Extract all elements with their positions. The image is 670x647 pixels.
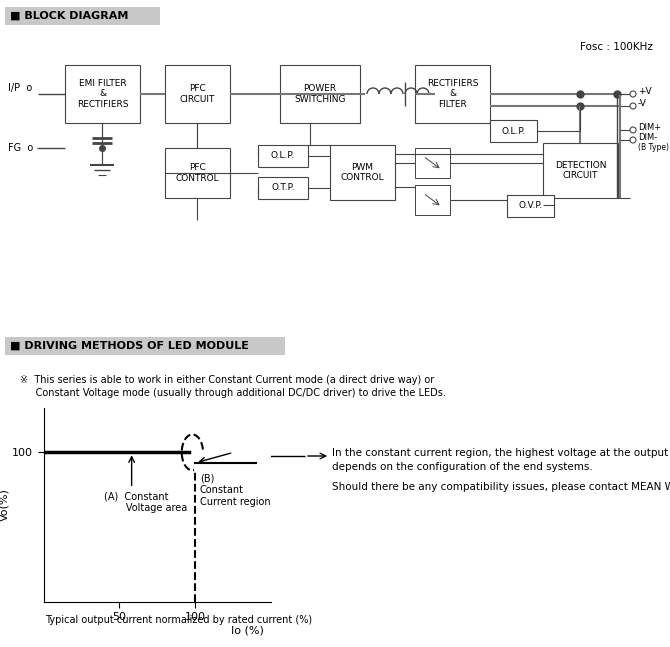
Text: (A)  Constant
       Voltage area: (A) Constant Voltage area	[105, 491, 188, 513]
Bar	[280, 65, 360, 123]
Circle shape	[630, 91, 636, 97]
Text: (B)
Constant
Current region: (B) Constant Current region	[200, 474, 271, 507]
Text: +V: +V	[638, 87, 652, 96]
Bar	[165, 148, 230, 198]
Bar	[165, 65, 230, 123]
Bar	[507, 195, 554, 217]
Bar	[5, 7, 160, 25]
Bar	[330, 145, 395, 200]
Text: FG  o: FG o	[8, 143, 34, 153]
Text: RECTIFIERS
&
FILTER: RECTIFIERS & FILTER	[427, 79, 478, 109]
Text: ※  This series is able to work in either Constant Current mode (a direct drive w: ※ This series is able to work in either …	[20, 375, 434, 385]
Bar	[415, 185, 450, 215]
Text: -V: -V	[638, 98, 647, 107]
Circle shape	[630, 103, 636, 109]
Text: PFC
CONTROL: PFC CONTROL	[176, 163, 219, 182]
Text: O.V.P.: O.V.P.	[519, 201, 543, 210]
Bar	[415, 65, 490, 123]
Y-axis label: Vo(%): Vo(%)	[0, 488, 9, 521]
Text: Constant Voltage mode (usually through additional DC/DC driver) to drive the LED: Constant Voltage mode (usually through a…	[20, 388, 446, 398]
Text: DIM-: DIM-	[638, 133, 657, 142]
Text: Io (%): Io (%)	[231, 626, 264, 635]
Text: Should there be any compatibility issues, please contact MEAN WELL.: Should there be any compatibility issues…	[332, 482, 670, 492]
Bar	[490, 120, 537, 142]
Circle shape	[630, 127, 636, 133]
Bar	[258, 177, 308, 199]
Text: DIM+: DIM+	[638, 122, 661, 131]
Circle shape	[630, 137, 636, 143]
Bar	[543, 143, 618, 198]
Bar	[5, 337, 285, 355]
Text: Fosc : 100KHz: Fosc : 100KHz	[580, 42, 653, 52]
Text: depends on the configuration of the end systems.: depends on the configuration of the end …	[332, 462, 593, 472]
Text: ■ DRIVING METHODS OF LED MODULE: ■ DRIVING METHODS OF LED MODULE	[10, 341, 249, 351]
Text: Typical output current normalized by rated current (%): Typical output current normalized by rat…	[45, 615, 312, 625]
Text: PFC
CIRCUIT: PFC CIRCUIT	[180, 84, 215, 104]
Text: POWER
SWITCHING: POWER SWITCHING	[294, 84, 346, 104]
Text: In the constant current region, the highest voltage at the output of the driver: In the constant current region, the high…	[332, 448, 670, 458]
Bar	[415, 148, 450, 178]
Text: O.L.P.: O.L.P.	[501, 127, 526, 135]
Text: O.L.P.: O.L.P.	[271, 151, 295, 160]
Bar	[258, 145, 308, 167]
Text: O.T.P.: O.T.P.	[271, 184, 295, 193]
Text: EMI FILTER
&
RECTIFIERS: EMI FILTER & RECTIFIERS	[77, 79, 128, 109]
Text: I/P  o: I/P o	[8, 83, 32, 93]
Text: PWM
CONTROL: PWM CONTROL	[340, 163, 385, 182]
Text: ■ BLOCK DIAGRAM: ■ BLOCK DIAGRAM	[10, 11, 129, 21]
Bar	[65, 65, 140, 123]
Text: DETECTION
CIRCUIT: DETECTION CIRCUIT	[555, 161, 606, 181]
Text: (B Type): (B Type)	[638, 144, 669, 153]
